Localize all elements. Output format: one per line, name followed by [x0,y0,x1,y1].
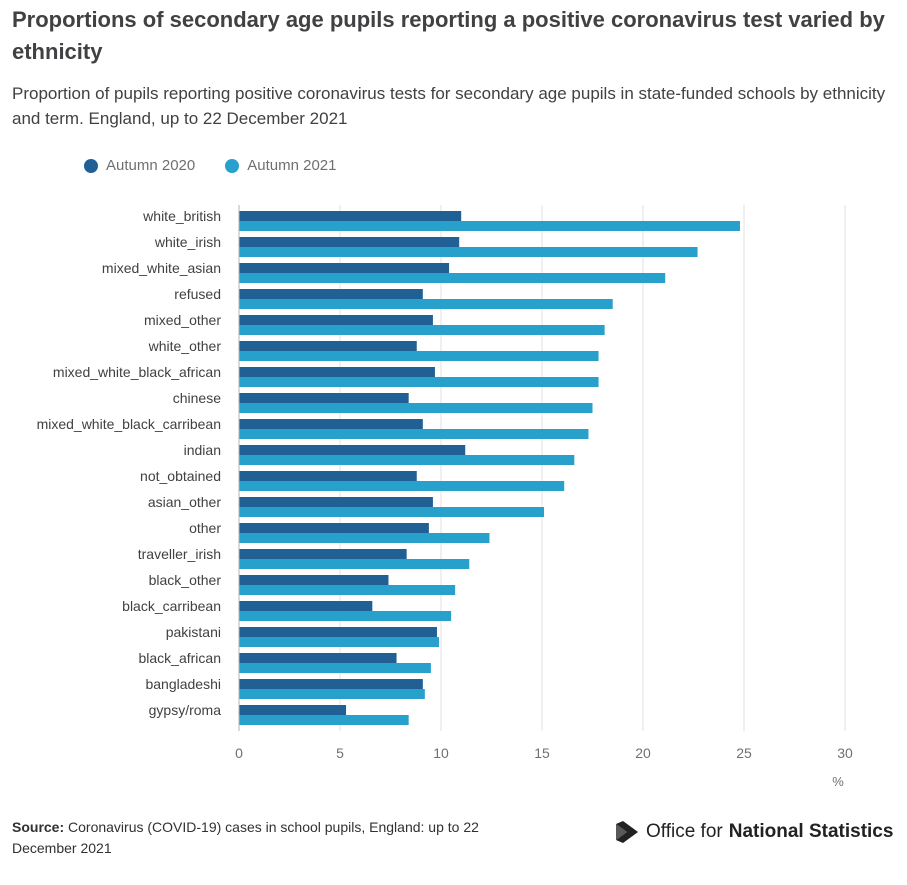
bar-autumn-2021-9 [239,455,575,465]
category-label-11: asian_other [148,494,222,510]
source-text: Coronavirus (COVID-19) cases in school p… [12,819,479,856]
category-label-14: black_other [149,572,222,588]
legend-label-autumn-2021: Autumn 2021 [247,157,337,174]
bar-autumn-2021-1 [239,247,698,257]
bar-autumn-2020-12 [239,523,429,533]
bar-autumn-2020-4 [239,315,433,325]
source-label: Source: [12,819,65,835]
legend-item-autumn-2020[interactable]: Autumn 2020 [84,157,195,174]
bar-autumn-2020-15 [239,601,373,611]
x-tick-label-4: 20 [635,745,651,761]
category-label-0: white_british [142,208,221,224]
bar-autumn-2020-19 [239,705,347,715]
bar-autumn-2020-2 [239,263,450,273]
legend-label-autumn-2020: Autumn 2020 [106,157,196,174]
legend-item-autumn-2021[interactable]: Autumn 2021 [225,157,336,174]
ons-logo-text-bold: National Statistics [728,821,894,842]
bar-chart: 0 5 10 15 20 25 30% white_british white_irishmix… [37,205,853,789]
bar-autumn-2020-6 [239,367,435,377]
chart-title: Proportions of secondary age pupils repo… [12,7,885,64]
category-label-12: other [189,520,221,536]
bar-autumn-2021-5 [239,351,599,361]
category-label-3: refused [174,286,221,302]
bar-autumn-2021-2 [239,273,666,283]
x-tick-label-3: 15 [534,745,550,761]
category-label-15: black_carribean [122,598,221,614]
category-label-16: pakistani [166,624,221,640]
bar-autumn-2021-7 [239,403,593,413]
category-label-6: mixed_white_black_african [53,364,221,380]
bar-autumn-2021-14 [239,585,456,595]
bar-autumn-2021-6 [239,377,599,387]
bar-autumn-2021-17 [239,663,431,673]
legend-swatch-autumn-2021 [225,158,240,173]
bar-autumn-2021-15 [239,611,452,621]
bar-autumn-2020-9 [239,445,466,455]
bar-autumn-2020-8 [239,419,423,429]
legend-swatch-autumn-2020 [84,158,98,173]
source-note: Source: Coronavirus (COVID-19) cases in … [12,817,482,859]
bar-autumn-2021-8 [239,429,589,439]
bar-autumn-2021-16 [239,637,439,647]
category-label-18: bangladeshi [145,676,221,692]
x-tick-label-6: 30 [837,745,853,761]
bar-autumn-2020-16 [239,627,437,637]
bar-autumn-2021-3 [239,299,613,309]
category-label-9: indian [184,442,221,458]
bar-autumn-2021-19 [239,715,409,725]
category-label-7: chinese [173,390,221,406]
bar-autumn-2021-10 [239,481,565,491]
bar-autumn-2020-7 [239,393,409,403]
category-label-4: mixed_other [144,312,221,328]
chart-subtitle: Proportion of pupils reporting positive … [12,84,886,128]
category-label-1: white_irish [154,234,221,250]
category-label-8: mixed_white_black_carribean [37,416,221,432]
bar-autumn-2020-18 [239,679,423,689]
category-label-13: traveller_irish [138,546,221,562]
bar-autumn-2021-12 [239,533,490,543]
x-tick-label-1: 5 [336,745,344,761]
x-tick-label-0: 0 [235,745,243,761]
bar-autumn-2020-10 [239,471,417,481]
category-label-17: black_african [139,650,222,666]
category-label-2: mixed_white_asian [102,260,221,276]
chart-legend: Autumn 2020 Autumn 2021 [84,157,336,174]
bar-autumn-2020-13 [239,549,407,559]
bar-autumn-2021-13 [239,559,470,569]
bar-autumn-2021-18 [239,689,425,699]
category-label-10: not_obtained [140,468,221,484]
category-label-19: gypsy/roma [149,702,222,718]
bar-autumn-2021-0 [239,221,740,231]
ons-logo-icon [616,821,638,843]
x-tick-label-5: 25 [736,745,752,761]
bar-autumn-2020-17 [239,653,397,663]
bar-autumn-2021-11 [239,507,545,517]
bar-autumn-2020-5 [239,341,417,351]
bar-autumn-2020-14 [239,575,389,585]
bar-autumn-2021-4 [239,325,605,335]
bar-autumn-2020-1 [239,237,460,247]
bar-autumn-2020-11 [239,497,433,507]
bar-autumn-2020-3 [239,289,423,299]
ons-logo-text-regular: Office for [646,821,723,842]
ons-logo: Office for National Statistics [614,820,893,844]
category-label-5: white_other [148,338,222,354]
x-axis-label: % [832,774,844,789]
bar-autumn-2020-0 [239,211,462,221]
x-tick-label-2: 10 [433,745,449,761]
